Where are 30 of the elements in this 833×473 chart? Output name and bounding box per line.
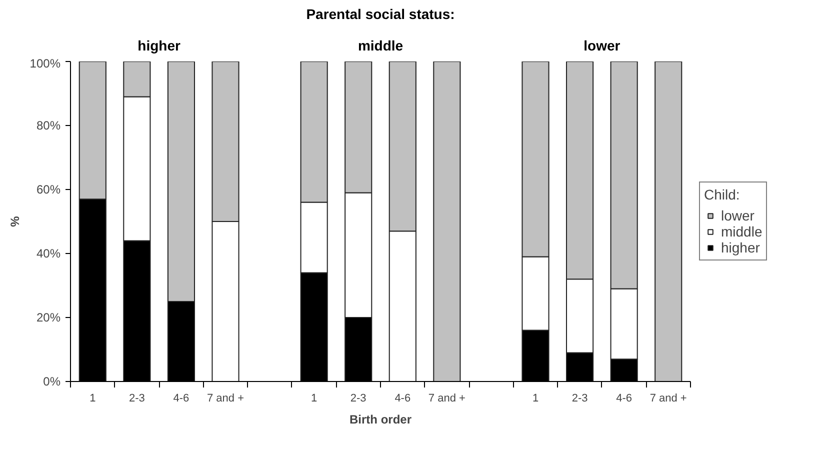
- x-tick-label: 1: [311, 392, 318, 404]
- y-tick-label: 20%: [36, 310, 61, 324]
- bar: [654, 62, 682, 382]
- chart-title: Parental social status:: [306, 6, 455, 22]
- x-tick-label: 4-6: [173, 392, 190, 404]
- legend-label: middle: [721, 224, 762, 240]
- y-tick-label: 100%: [30, 56, 61, 70]
- text: middle: [358, 38, 404, 54]
- x-axis-title: Birth order: [350, 412, 412, 426]
- x-tick-label: 7 and +: [206, 392, 244, 404]
- x-tick-label: 2-3: [572, 392, 588, 404]
- legend-label: higher: [721, 240, 760, 256]
- x-tick-label: 4-6: [394, 392, 411, 404]
- x-tick-label: 7 and +: [650, 392, 687, 404]
- legend-title: Child:: [704, 186, 741, 202]
- x-tick-label: 1: [532, 392, 539, 404]
- y-tick-label: 60%: [36, 182, 61, 196]
- bar: [433, 62, 461, 382]
- text: lower: [584, 38, 621, 54]
- x-tick-label: 4-6: [616, 392, 632, 404]
- x-tick-label: 2-3: [128, 392, 145, 404]
- x-tick-label: 1: [90, 392, 96, 404]
- y-axis-title: %: [8, 216, 22, 227]
- y-tick-label: 0%: [43, 374, 61, 388]
- x-tick-label: 7 and +: [428, 392, 466, 404]
- x-tick-label: 2-3: [350, 392, 366, 404]
- y-tick-label: 40%: [36, 246, 61, 260]
- text: higher: [138, 38, 182, 54]
- y-tick-label: 80%: [36, 118, 61, 132]
- legend-label: lower: [721, 208, 754, 224]
